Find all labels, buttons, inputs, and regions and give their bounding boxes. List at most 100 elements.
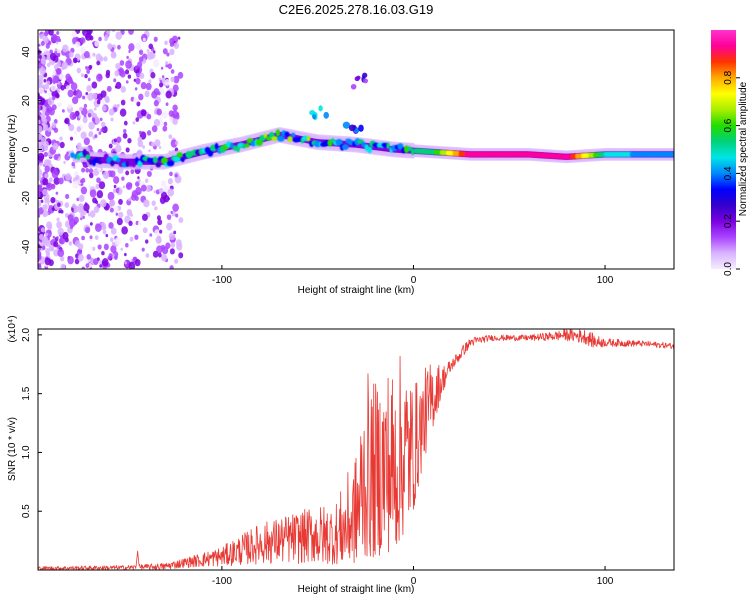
spectrogram-branch-blob — [312, 114, 317, 120]
spectrogram-noise-blob — [85, 263, 90, 268]
spectrogram-noise-blob — [59, 141, 65, 149]
spectrogram-noise-blob — [132, 222, 136, 227]
spectrogram-noise-blob — [56, 236, 59, 240]
spectrogram-noise-blob — [173, 230, 177, 235]
spectrogram-ridge-core — [116, 157, 121, 163]
spectrogram-marks — [38, 30, 674, 269]
spectrogram-noise-blob — [45, 251, 51, 257]
spectrogram-noise-blob — [135, 77, 141, 85]
spectrogram-noise-blob — [119, 70, 126, 78]
spectrogram-noise-blob — [76, 197, 80, 202]
spectrogram-noise-blob — [136, 101, 141, 107]
spectrogram-noise-blob — [43, 78, 47, 83]
spectrogram-noise-blob — [166, 214, 172, 220]
spectrogram-noise-blob — [175, 213, 179, 218]
spectrogram-noise-blob — [161, 253, 168, 262]
spectrogram-noise-blob — [97, 244, 102, 250]
spectrogram-noise-blob — [120, 247, 123, 251]
spectrogram-noise-blob — [57, 248, 65, 258]
spectrogram-noise-blob — [38, 254, 42, 261]
spectrogram-noise-blob — [46, 55, 51, 61]
spectrogram-noise-blob — [143, 199, 150, 208]
spectrogram-noise-blob — [60, 84, 65, 91]
spectrogram-branch-blob — [363, 78, 369, 84]
snr-y-tick-label: 2.0 — [21, 327, 32, 341]
spectrogram-noise-blob — [115, 62, 121, 70]
spectrogram-noise-blob — [38, 144, 44, 153]
spectrogram-noise-blob — [60, 209, 64, 214]
colorbar: 0.0 0.2 0.4 0.6 0.8 Normalized spectral ampl… — [711, 30, 749, 276]
spectrogram-noise-blob — [89, 222, 93, 226]
spectrogram-noise-blob — [100, 121, 106, 128]
spectrogram-x-label: Height of straight line (km) — [298, 285, 415, 296]
spectrogram-noise-blob — [103, 56, 108, 62]
spectrogram-noise-blob — [94, 235, 99, 240]
spectrogram-noise-blob — [119, 60, 125, 66]
spectrogram-ridge-core — [232, 145, 238, 151]
spectrogram-noise-blob — [122, 185, 126, 189]
spectrogram-noise-blob — [157, 252, 162, 258]
spectrogram-noise-blob — [144, 90, 150, 98]
spectrogram-noise-blob — [133, 256, 137, 261]
colorbar-bar — [711, 30, 736, 269]
colorbar-tick-label: 0.0 — [723, 262, 734, 276]
spectrogram-noise-blob — [137, 221, 142, 226]
spectrogram-noise-blob — [57, 53, 61, 58]
spectrogram-noise-blob — [69, 136, 74, 141]
spectrogram-noise-blob — [88, 263, 93, 269]
spectrogram-noise-blob — [75, 41, 81, 48]
spectrogram-noise-blob — [50, 83, 57, 92]
spectrogram-noise-blob — [112, 188, 117, 194]
spectrogram-noise-blob — [38, 87, 44, 95]
spectrogram-noise-blob — [103, 225, 107, 230]
snr-marks — [38, 329, 674, 570]
spectrogram-branch-blob — [358, 124, 364, 132]
spectrogram-noise-blob — [71, 96, 79, 105]
spectrogram-noise-blob — [53, 177, 60, 185]
spectrogram-noise-blob — [92, 41, 95, 45]
spectrogram-noise-blob — [38, 152, 45, 162]
spectrogram-noise-blob — [153, 50, 156, 54]
spectrogram-noise-blob — [146, 49, 150, 53]
spectrogram-ridge-core — [176, 152, 183, 158]
spectrogram-noise-blob — [51, 207, 55, 211]
spectrogram-noise-blob — [79, 106, 83, 112]
spectrogram-noise-blob — [102, 229, 107, 235]
spectrogram-noise-blob — [87, 112, 92, 118]
spectrogram-noise-blob — [97, 167, 102, 172]
spectrogram-noise-blob — [142, 37, 146, 42]
spectrogram-ridge-core — [166, 160, 175, 167]
spectrogram-noise-blob — [134, 65, 139, 70]
spectrogram-noise-blob — [80, 37, 86, 44]
spectrogram-noise-blob — [162, 48, 168, 55]
spectrogram-noise-blob — [103, 243, 109, 251]
spectrogram-noise-blob — [71, 30, 77, 38]
spectrogram-noise-blob — [125, 147, 130, 153]
spectrogram-noise-blob — [84, 74, 88, 79]
spectrogram-noise-blob — [94, 223, 102, 232]
spectrogram-noise-blob — [49, 52, 56, 61]
spectrogram-noise-blob — [66, 151, 69, 155]
snr-y-multiplier: (x10⁴) — [7, 315, 18, 342]
spectrogram-ridge-core — [131, 161, 136, 168]
spectrogram-noise-blob — [74, 130, 78, 135]
spectrogram-noise-blob — [111, 30, 116, 33]
spectrogram-noise-blob — [159, 79, 163, 84]
spectrogram-noise-blob — [38, 175, 42, 181]
spectrogram-noise-blob — [109, 207, 114, 213]
spectrogram-noise-blob — [170, 242, 176, 248]
spectrogram-noise-blob — [96, 177, 101, 184]
spectrogram-noise-blob — [160, 180, 167, 188]
spectrogram-noise-blob — [64, 80, 68, 84]
spectrogram-y-tick-label: 40 — [21, 46, 32, 58]
spectrogram-noise-blob — [39, 162, 43, 167]
spectrogram-noise-blob — [166, 222, 173, 231]
spectrogram-ridge-core — [361, 141, 366, 148]
spectrogram-noise-blob — [46, 221, 53, 229]
spectrogram-noise-blob — [68, 51, 74, 58]
spectrogram-noise-blob — [137, 176, 140, 180]
spectrogram-noise-blob — [67, 103, 72, 109]
spectrogram-noise-blob — [114, 70, 120, 77]
spectrogram-noise-blob — [175, 140, 179, 146]
spectrogram-noise-blob — [72, 57, 78, 64]
